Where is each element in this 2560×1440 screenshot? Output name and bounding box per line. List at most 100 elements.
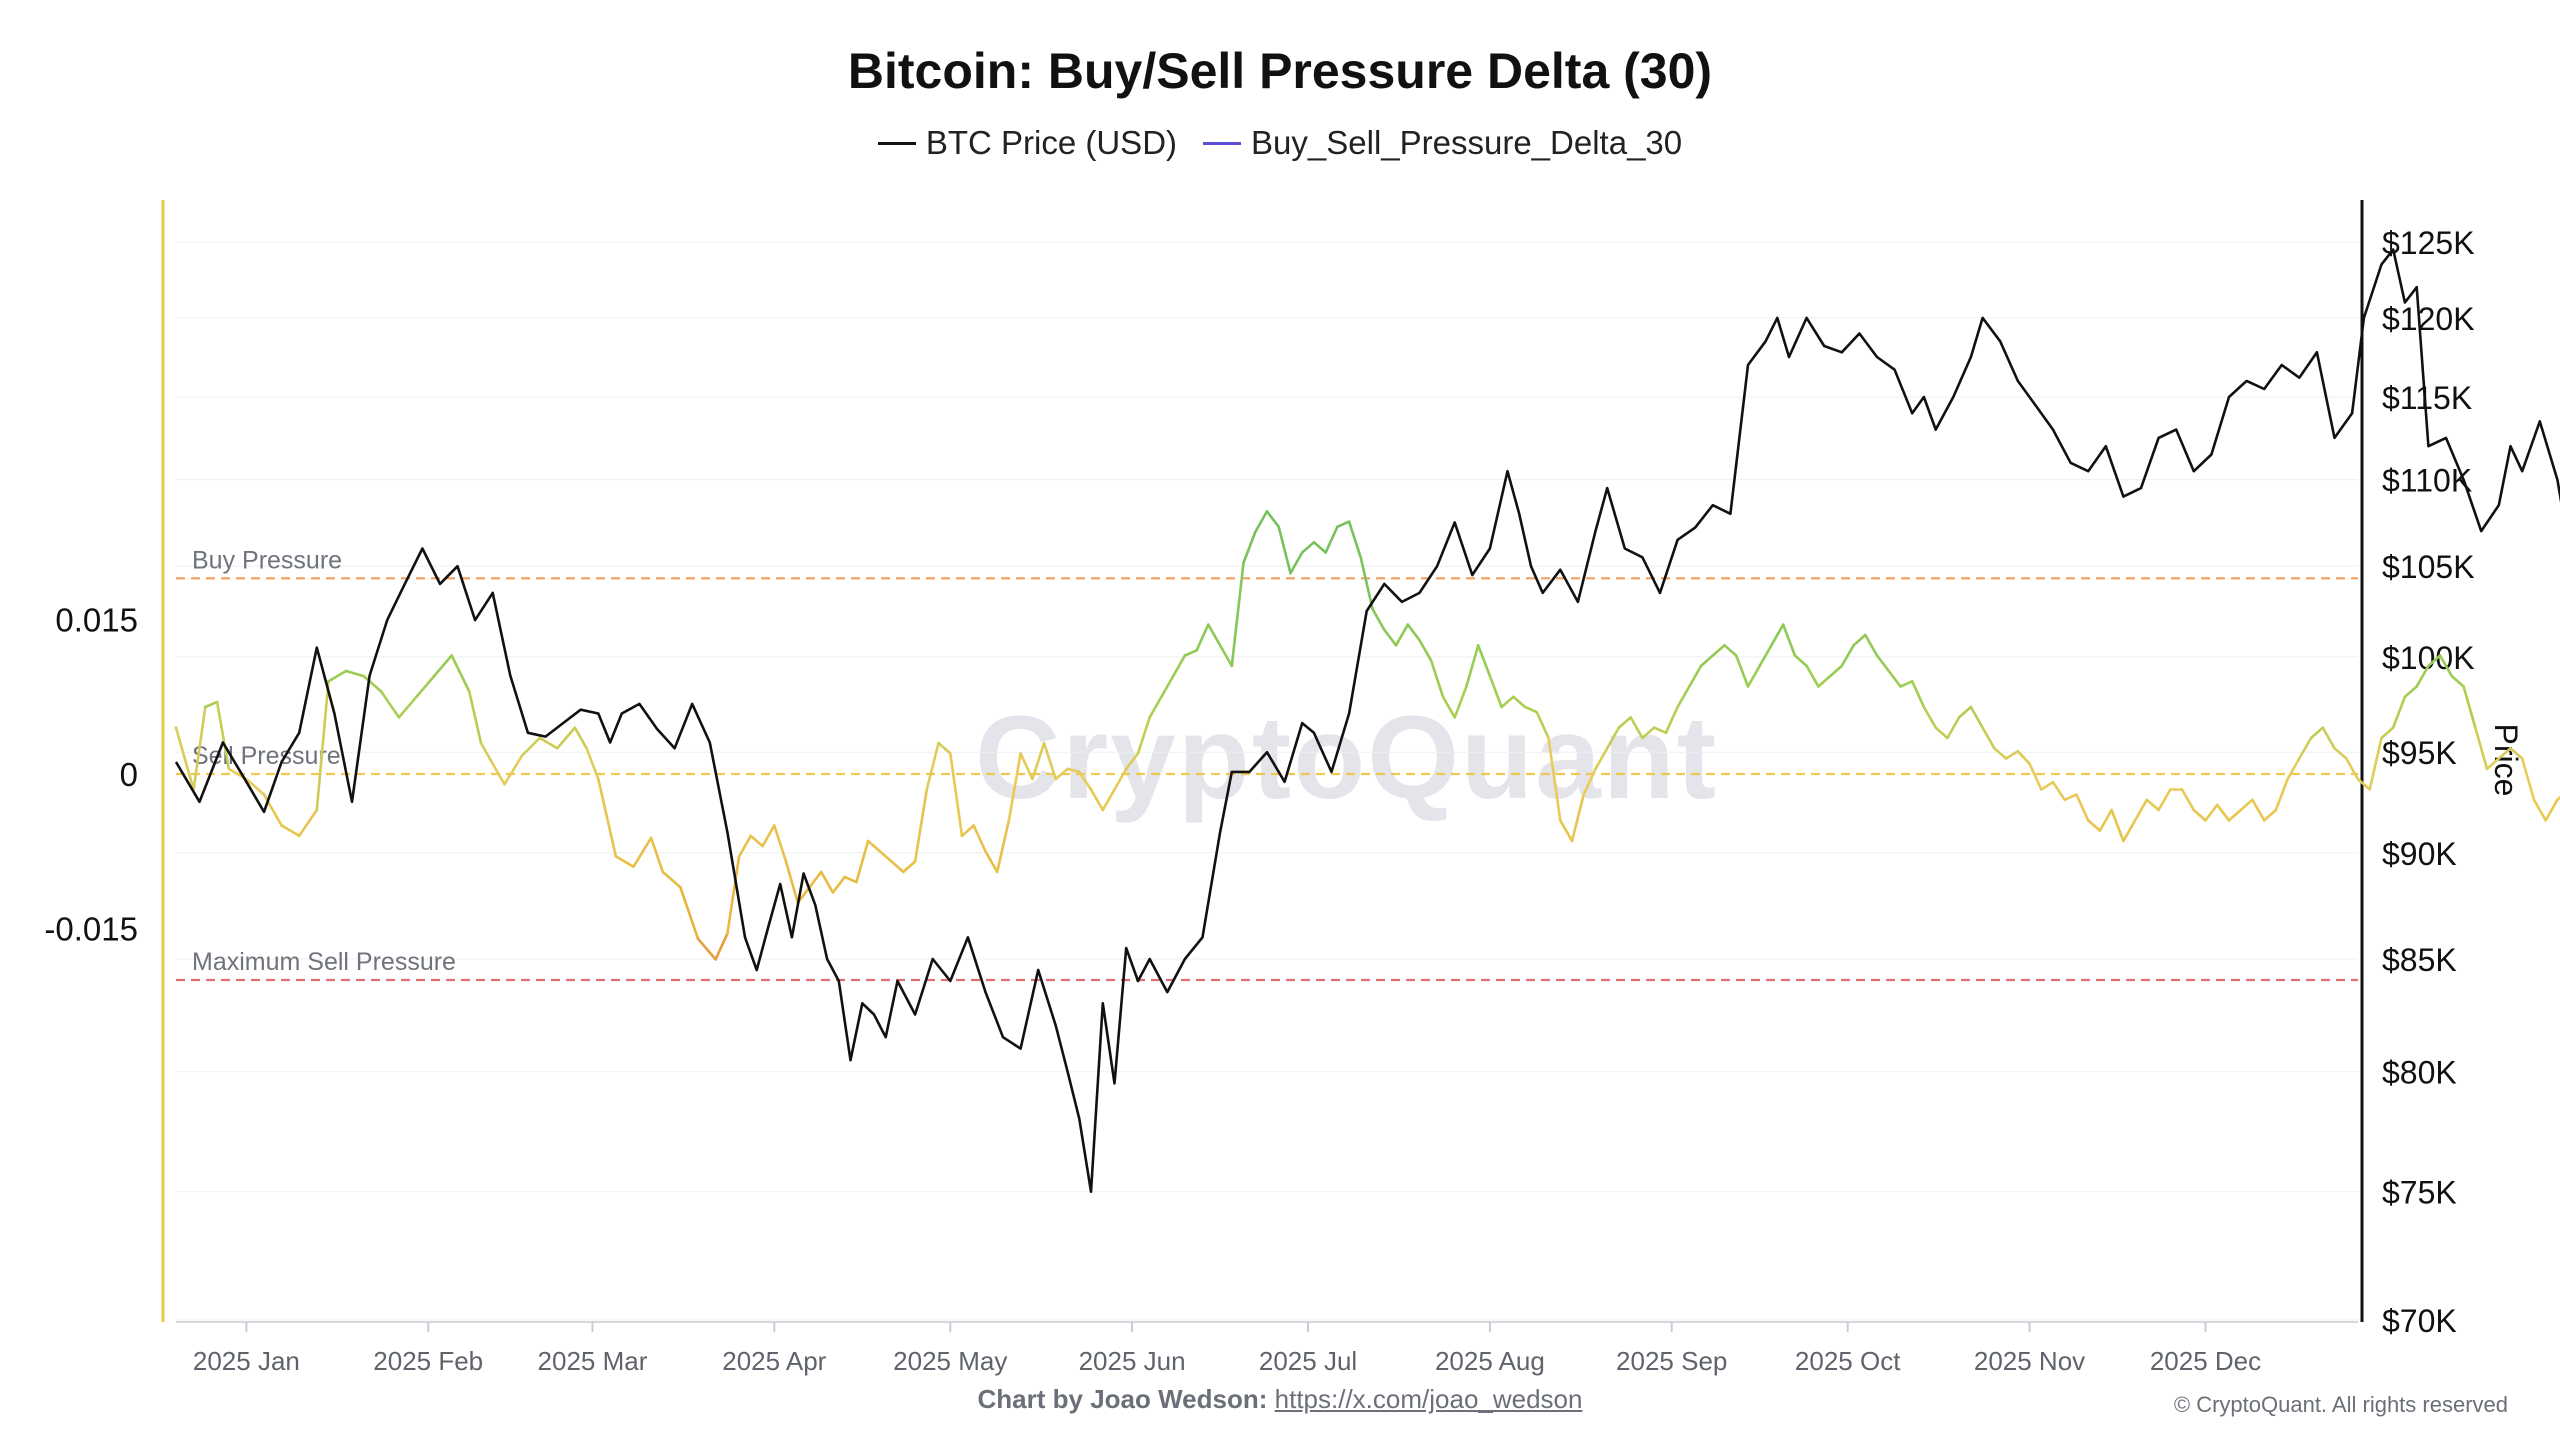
delta-segment bbox=[1359, 556, 1374, 611]
delta-segment bbox=[2368, 736, 2383, 791]
delta-segment bbox=[2497, 746, 2512, 760]
legend: BTC Price (USD) Buy_Sell_Pressure_Delta_… bbox=[0, 124, 2560, 162]
left-tick-label-2: -0.015 bbox=[44, 911, 138, 948]
delta-segment bbox=[1230, 561, 1245, 668]
delta-segment bbox=[984, 849, 999, 874]
delta-segment bbox=[1441, 695, 1456, 719]
delta-segment bbox=[262, 793, 283, 827]
delta-segment bbox=[2462, 685, 2477, 729]
delta-segment bbox=[1336, 520, 1351, 529]
delta-segment bbox=[415, 674, 436, 699]
delta-segment bbox=[1113, 767, 1128, 791]
delta-segment bbox=[2098, 808, 2113, 832]
delta-segment bbox=[2403, 685, 2418, 699]
delta-segment bbox=[1817, 674, 1832, 688]
delta-segment bbox=[749, 834, 764, 848]
delta-segment bbox=[2532, 798, 2547, 822]
delta-segment bbox=[2321, 726, 2336, 750]
delta-segment bbox=[432, 654, 454, 678]
delta-segment bbox=[2075, 793, 2090, 822]
delta-segment bbox=[1875, 654, 1891, 673]
x-tick-label-7: 2025 Aug bbox=[1435, 1346, 1545, 1376]
legend-swatch-btc bbox=[877, 141, 916, 145]
delta-segment bbox=[2474, 726, 2489, 771]
delta-segment bbox=[1688, 664, 1703, 688]
delta-segment bbox=[2391, 695, 2407, 729]
delta-segment bbox=[1042, 741, 1058, 781]
legend-swatch-delta bbox=[1203, 141, 1242, 145]
credit-label: Chart by Joao Wedson: bbox=[977, 1384, 1268, 1414]
delta-segment bbox=[2004, 749, 2020, 760]
delta-segment bbox=[1312, 540, 1327, 554]
right-tick-label-10: $75K bbox=[2382, 1175, 2457, 1211]
delta-segment bbox=[1277, 525, 1292, 575]
delta-segment bbox=[2415, 664, 2430, 688]
delta-segment bbox=[344, 669, 366, 678]
delta-segment bbox=[1559, 819, 1574, 843]
delta-segment bbox=[245, 777, 266, 796]
delta-segment bbox=[2262, 808, 2278, 822]
right-tick-label-2: $115K bbox=[2382, 380, 2472, 416]
left-tick-label-0: 0.015 bbox=[55, 602, 138, 639]
delta-segment bbox=[2298, 736, 2313, 760]
delta-segment bbox=[1781, 623, 1797, 657]
delta-segment bbox=[1265, 510, 1280, 529]
delta-segment bbox=[1652, 726, 1668, 735]
delta-segment bbox=[1218, 643, 1234, 668]
delta-segment bbox=[2345, 757, 2360, 781]
delta-segment bbox=[761, 824, 776, 848]
delta-segment bbox=[1840, 643, 1855, 668]
delta-segment bbox=[1254, 510, 1269, 534]
delta-segment bbox=[315, 679, 330, 812]
delta-segment bbox=[890, 860, 905, 874]
legend-item-btc-price[interactable]: BTC Price (USD) bbox=[877, 124, 1178, 162]
delta-segment bbox=[1910, 679, 1926, 709]
right-tick-label-8: $85K bbox=[2382, 942, 2457, 978]
delta-segment bbox=[995, 819, 1011, 874]
delta-segment bbox=[1054, 767, 1069, 781]
delta-segment bbox=[1500, 695, 1515, 709]
delta-segment bbox=[1605, 726, 1621, 750]
delta-segment bbox=[2122, 819, 2137, 843]
legend-label-btc: BTC Price (USD) bbox=[925, 124, 1178, 161]
delta-segment bbox=[1570, 793, 1585, 843]
delta-segment bbox=[397, 695, 418, 719]
delta-segment bbox=[661, 870, 682, 889]
delta-segment bbox=[1394, 623, 1410, 647]
delta-segment bbox=[855, 839, 870, 884]
delta-segment bbox=[2215, 803, 2231, 822]
right-tick-label-11: $70K bbox=[2382, 1303, 2457, 1339]
x-tick-label-5: 2025 Jun bbox=[1079, 1346, 1186, 1376]
delta-segment bbox=[297, 808, 319, 838]
delta-segment bbox=[772, 824, 788, 863]
delta-segment bbox=[1324, 525, 1339, 554]
x-tick-label-0: 2025 Jan bbox=[193, 1346, 300, 1376]
delta-segment bbox=[192, 705, 207, 791]
delta-segment bbox=[2356, 777, 2371, 791]
delta-segment bbox=[1207, 623, 1222, 647]
x-tick-label-9: 2025 Oct bbox=[1795, 1346, 1901, 1376]
delta-segment bbox=[1523, 705, 1539, 714]
credit-link[interactable]: https://x.com/joao_wedson bbox=[1274, 1384, 1583, 1414]
delta-segment bbox=[937, 741, 952, 755]
x-tick-label-11: 2025 Dec bbox=[2150, 1346, 2261, 1376]
delta-segment bbox=[1476, 643, 1492, 678]
delta-segment bbox=[1969, 705, 1984, 729]
legend-item-delta[interactable]: Buy_Sell_Pressure_Delta_30 bbox=[1203, 124, 1682, 162]
delta-segment bbox=[649, 836, 665, 874]
delta-segment bbox=[379, 690, 401, 719]
delta-segment bbox=[1746, 664, 1761, 688]
delta-segment bbox=[1887, 669, 1902, 688]
delta-segment bbox=[1124, 752, 1140, 771]
right-tick-label-6: $95K bbox=[2382, 735, 2457, 771]
delta-segment bbox=[1031, 741, 1046, 781]
delta-segment bbox=[2286, 757, 2301, 781]
delta-segment bbox=[2133, 798, 2149, 822]
delta-segment bbox=[1711, 643, 1726, 657]
right-tick-label-0: $125K bbox=[2382, 225, 2475, 261]
delta-segment bbox=[2251, 798, 2266, 822]
delta-segment bbox=[1664, 705, 1679, 735]
delta-segment bbox=[784, 860, 800, 905]
delta-segment bbox=[1899, 679, 1914, 688]
